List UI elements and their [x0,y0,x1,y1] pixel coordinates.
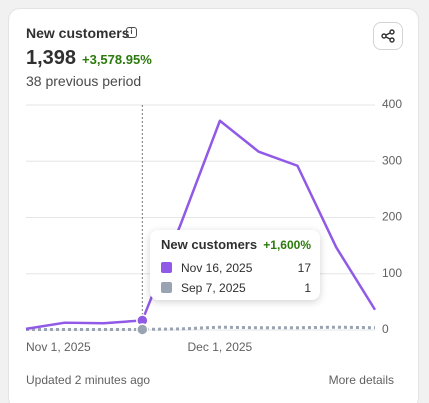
series-line [26,325,376,331]
previous-period: 38 previous period [26,73,142,89]
y-tick-label: 200 [382,210,402,224]
x-tick-label: Dec 1, 2025 [188,340,253,354]
card [8,8,419,403]
more-details-link[interactable]: More details [328,373,394,387]
tooltip-value: 17 [297,261,311,275]
info-icon[interactable]: i [126,27,137,38]
metric-value: 1,398 [26,47,77,69]
hover-marker [136,323,149,336]
tooltip: New customers +1,600% Nov 16, 2025 17 Se… [150,230,320,300]
swatch [161,262,172,273]
y-tick-label: 0 [382,322,389,336]
y-tick-label: 100 [382,266,402,280]
x-tick-label: Nov 1, 2025 [26,340,91,354]
tooltip-change: +1,600% [263,238,311,252]
share-button[interactable] [373,22,403,50]
metric-change: +3,578.95% [82,52,152,67]
y-tick-label: 400 [382,97,402,111]
updated-text: Updated 2 minutes ago [26,373,151,387]
title: New customers [26,25,130,41]
share-icon [381,29,395,43]
series-line [25,119,377,331]
y-tick-label: 300 [382,153,402,167]
tooltip-label: Nov 16, 2025 [181,261,253,275]
tooltip-label: Sep 7, 2025 [181,281,246,295]
tooltip-title: New customers [161,237,258,252]
swatch [161,282,172,293]
tooltip-value: 1 [304,281,311,295]
